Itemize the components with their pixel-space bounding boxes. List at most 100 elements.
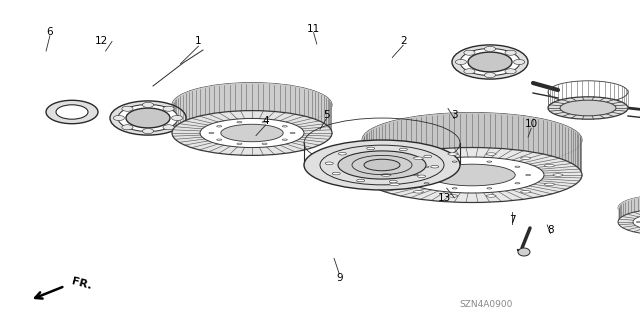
Ellipse shape [399,148,407,151]
Text: 4: 4 [262,116,269,126]
Ellipse shape [455,59,467,64]
Ellipse shape [525,174,531,176]
Ellipse shape [362,147,582,203]
Ellipse shape [172,111,332,155]
Ellipse shape [505,50,516,55]
Text: 9: 9 [336,272,342,283]
Ellipse shape [452,45,528,79]
Ellipse shape [520,157,531,160]
Ellipse shape [417,175,426,178]
Ellipse shape [367,147,375,150]
Ellipse shape [505,69,516,74]
Ellipse shape [486,195,496,197]
Ellipse shape [553,174,563,176]
Ellipse shape [484,46,495,51]
Text: 3: 3 [451,110,458,120]
Ellipse shape [468,52,512,72]
Ellipse shape [217,126,221,127]
Ellipse shape [560,100,616,116]
Text: 2: 2 [400,36,406,47]
Ellipse shape [520,190,531,193]
Text: 8: 8 [547,225,554,235]
Ellipse shape [143,129,154,134]
Ellipse shape [364,159,400,171]
Text: FR.: FR. [70,277,92,292]
Ellipse shape [548,97,628,119]
Ellipse shape [464,50,475,55]
Ellipse shape [46,100,98,124]
Ellipse shape [513,59,525,64]
Ellipse shape [429,164,515,186]
Ellipse shape [431,166,439,168]
Ellipse shape [448,195,458,197]
Ellipse shape [143,102,154,108]
Ellipse shape [545,164,554,167]
Ellipse shape [332,172,340,175]
Ellipse shape [400,157,544,193]
Ellipse shape [356,179,365,182]
Text: 6: 6 [47,27,53,37]
Text: 10: 10 [525,119,538,130]
Text: 13: 13 [438,193,451,203]
Text: 11: 11 [307,24,320,34]
Ellipse shape [487,161,492,162]
Ellipse shape [452,161,457,162]
Ellipse shape [282,126,287,127]
Ellipse shape [339,152,346,155]
Ellipse shape [56,105,88,119]
Polygon shape [362,113,582,175]
Ellipse shape [487,188,492,189]
Ellipse shape [618,209,640,234]
Ellipse shape [217,139,221,140]
Ellipse shape [118,105,178,131]
Ellipse shape [390,164,399,167]
Ellipse shape [636,221,640,223]
Ellipse shape [262,143,267,145]
Ellipse shape [325,162,333,165]
Ellipse shape [424,155,432,158]
Ellipse shape [515,166,520,167]
Ellipse shape [338,151,426,179]
Ellipse shape [448,153,458,155]
Ellipse shape [209,132,214,134]
Ellipse shape [452,188,457,189]
Ellipse shape [413,174,419,176]
Ellipse shape [113,115,125,121]
Ellipse shape [464,69,475,74]
Ellipse shape [110,101,186,135]
Ellipse shape [237,143,242,145]
Polygon shape [618,196,640,222]
Ellipse shape [163,125,174,130]
Ellipse shape [484,73,495,78]
Ellipse shape [424,183,429,184]
Ellipse shape [390,183,399,186]
Ellipse shape [413,190,424,193]
Ellipse shape [200,118,304,148]
Ellipse shape [172,115,182,121]
Ellipse shape [381,174,391,176]
Ellipse shape [460,48,520,76]
Ellipse shape [518,248,530,256]
Ellipse shape [126,108,170,128]
Ellipse shape [545,183,554,186]
Ellipse shape [290,132,295,134]
Ellipse shape [424,166,429,167]
Ellipse shape [262,122,267,123]
Polygon shape [172,83,332,133]
Text: SZN4A0900: SZN4A0900 [460,300,513,309]
Ellipse shape [282,139,287,140]
Ellipse shape [413,157,424,160]
Ellipse shape [122,106,133,111]
Ellipse shape [237,122,242,123]
Ellipse shape [122,125,133,130]
Text: 12: 12 [95,36,108,47]
Ellipse shape [221,124,283,142]
Ellipse shape [163,106,174,111]
Text: 7: 7 [509,215,515,225]
Ellipse shape [486,153,496,155]
Text: 5: 5 [323,110,330,120]
Ellipse shape [515,183,520,184]
Ellipse shape [633,214,640,230]
Ellipse shape [304,140,460,190]
Text: 1: 1 [195,36,202,47]
